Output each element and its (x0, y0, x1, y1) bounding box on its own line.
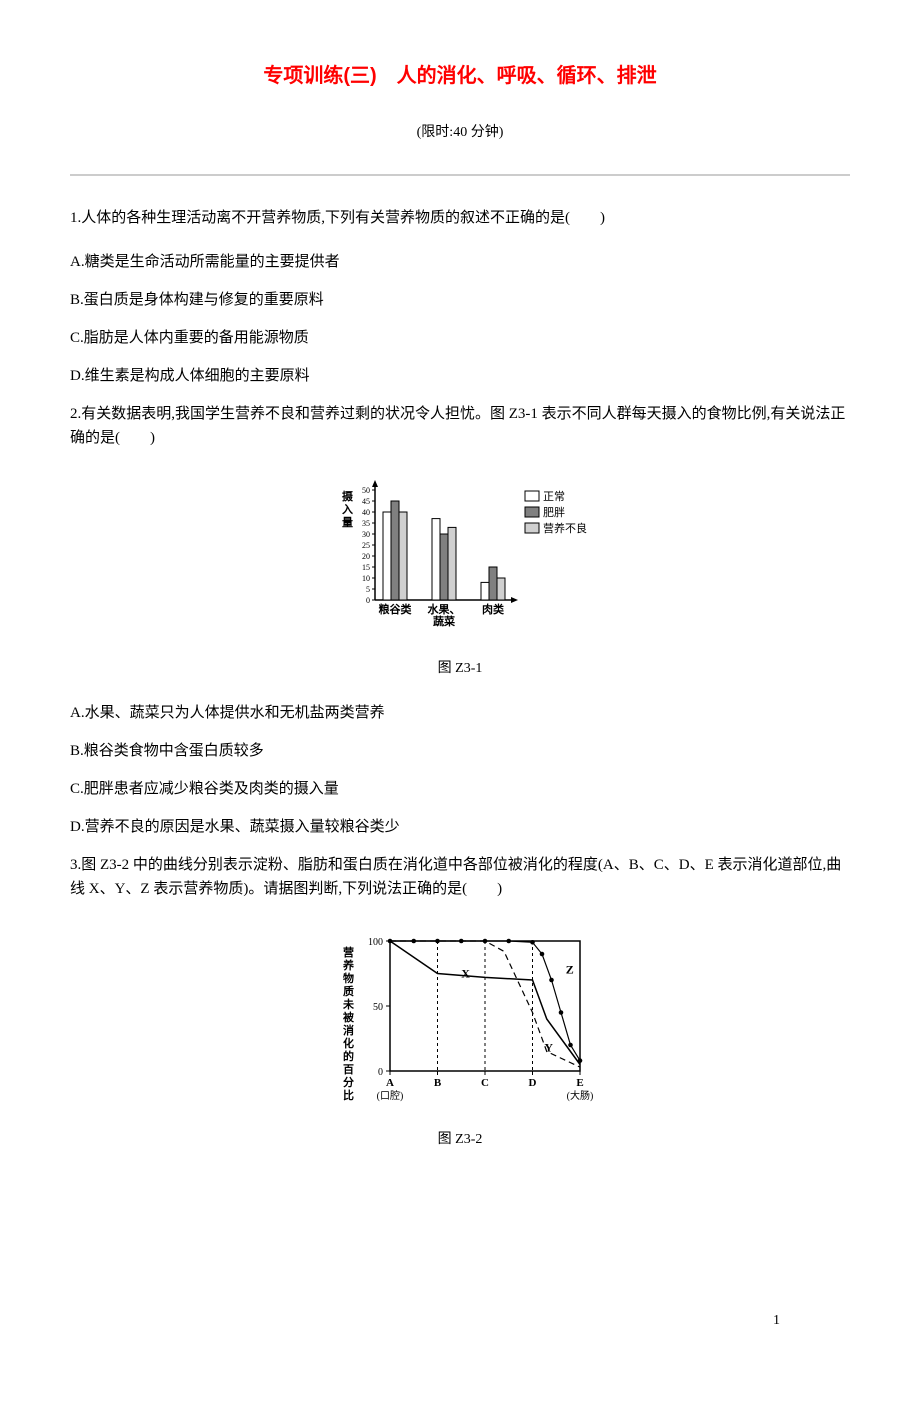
svg-text:被: 被 (343, 1010, 355, 1024)
q3-stem: 3.图 Z3-2 中的曲线分别表示淀粉、脂肪和蛋白质在消化道中各部位被消化的程度… (70, 853, 850, 901)
q1-stem: 1.人体的各种生理活动离不开营养物质,下列有关营养物质的叙述不正确的是( ) (70, 206, 850, 230)
svg-text:养: 养 (342, 958, 355, 972)
svg-text:Y: Y (544, 1040, 553, 1054)
svg-text:百: 百 (343, 1063, 354, 1076)
svg-text:营: 营 (343, 945, 354, 959)
chart2-caption: 图 Z3-2 (70, 1129, 850, 1151)
svg-text:的: 的 (343, 1049, 354, 1063)
svg-text:A: A (386, 1077, 394, 1089)
svg-text:20: 20 (362, 552, 370, 561)
q2-option-a: A.水果、蔬菜只为人体提供水和无机盐两类营养 (70, 701, 850, 725)
q2-option-b: B.粮谷类食物中含蛋白质较多 (70, 739, 850, 763)
svg-text:消: 消 (343, 1023, 354, 1037)
svg-text:B: B (434, 1077, 442, 1089)
svg-text:0: 0 (366, 596, 370, 605)
q2-option-c: C.肥胖患者应减少粮谷类及肉类的摄入量 (70, 777, 850, 801)
svg-text:未: 未 (342, 997, 355, 1011)
svg-text:X: X (461, 966, 470, 980)
svg-text:(口腔): (口腔) (377, 1089, 404, 1102)
svg-text:50: 50 (373, 1002, 383, 1013)
svg-text:(大肠): (大肠) (567, 1089, 594, 1102)
svg-text:物: 物 (343, 971, 354, 985)
svg-text:D: D (529, 1077, 537, 1089)
q1-option-a: A.糖类是生命活动所需能量的主要提供者 (70, 250, 850, 274)
line-chart-svg: 0 50 100 A(口腔) B C D E(大肠) 营养物质未被消化的百分比 X Y Z (305, 921, 615, 1111)
time-limit: (限时:40 分钟) (70, 122, 850, 144)
svg-text:35: 35 (362, 519, 370, 528)
svg-text:C: C (481, 1077, 489, 1089)
svg-text:营养不良: 营养不良 (543, 521, 587, 535)
chart-z3-1: 0 5 10 15 20 25 30 35 40 45 50 摄入量粮谷类 水果、蔬菜 肉类 正常肥胖营养不… (70, 470, 850, 680)
q2-option-d: D.营养不良的原因是水果、蔬菜摄入量较粮谷类少 (70, 815, 850, 839)
q1-option-c: C.脂肪是人体内重要的备用能源物质 (70, 326, 850, 350)
svg-text:0: 0 (378, 1067, 383, 1078)
chart1-caption: 图 Z3-1 (70, 658, 850, 680)
chart-z3-2: 0 50 100 A(口腔) B C D E(大肠) 营养物质未被消化的百分比 X Y Z 图 Z3-… (70, 921, 850, 1151)
svg-text:正常: 正常 (543, 490, 565, 503)
svg-text:化: 化 (343, 1036, 354, 1050)
svg-text:肉类: 肉类 (482, 602, 505, 616)
svg-text:肥胖: 肥胖 (543, 506, 565, 519)
svg-text:50: 50 (362, 486, 370, 495)
svg-text:5: 5 (366, 585, 370, 594)
svg-text:比: 比 (343, 1088, 354, 1102)
page-title: 专项训练(三) 人的消化、呼吸、循环、排泄 (70, 60, 850, 92)
svg-text:100: 100 (368, 937, 383, 948)
svg-text:45: 45 (362, 497, 370, 506)
q1-option-b: B.蛋白质是身体构建与修复的重要原料 (70, 288, 850, 312)
svg-text:15: 15 (362, 563, 370, 572)
svg-text:摄: 摄 (342, 489, 354, 503)
question-3: 3.图 Z3-2 中的曲线分别表示淀粉、脂肪和蛋白质在消化道中各部位被消化的程度… (70, 853, 850, 901)
q2-stem: 2.有关数据表明,我国学生营养不良和营养过剩的状况令人担忧。图 Z3-1 表示不… (70, 402, 850, 450)
svg-text:入: 入 (342, 503, 353, 516)
divider (70, 174, 850, 176)
svg-text:10: 10 (362, 574, 370, 583)
svg-text:粮谷类: 粮谷类 (379, 602, 413, 616)
question-2: 2.有关数据表明,我国学生营养不良和营养过剩的状况令人担忧。图 Z3-1 表示不… (70, 402, 850, 450)
svg-text:25: 25 (362, 541, 370, 550)
svg-text:蔬菜: 蔬菜 (433, 614, 456, 628)
svg-text:分: 分 (343, 1075, 354, 1089)
svg-text:质: 质 (343, 984, 354, 998)
svg-text:40: 40 (362, 508, 370, 517)
bar-chart-svg: 0 5 10 15 20 25 30 35 40 45 50 摄入量粮谷类 水果、蔬菜 肉类 正常肥胖营养不… (330, 470, 590, 640)
svg-text:E: E (576, 1077, 583, 1089)
page-number: 1 (773, 1310, 780, 1332)
svg-text:水果、: 水果、 (428, 602, 461, 616)
svg-text:30: 30 (362, 530, 370, 539)
svg-text:量: 量 (342, 516, 353, 529)
q1-option-d: D.维生素是构成人体细胞的主要原料 (70, 364, 850, 388)
question-1: 1.人体的各种生理活动离不开营养物质,下列有关营养物质的叙述不正确的是( ) (70, 206, 850, 230)
svg-text:Z: Z (566, 962, 574, 976)
